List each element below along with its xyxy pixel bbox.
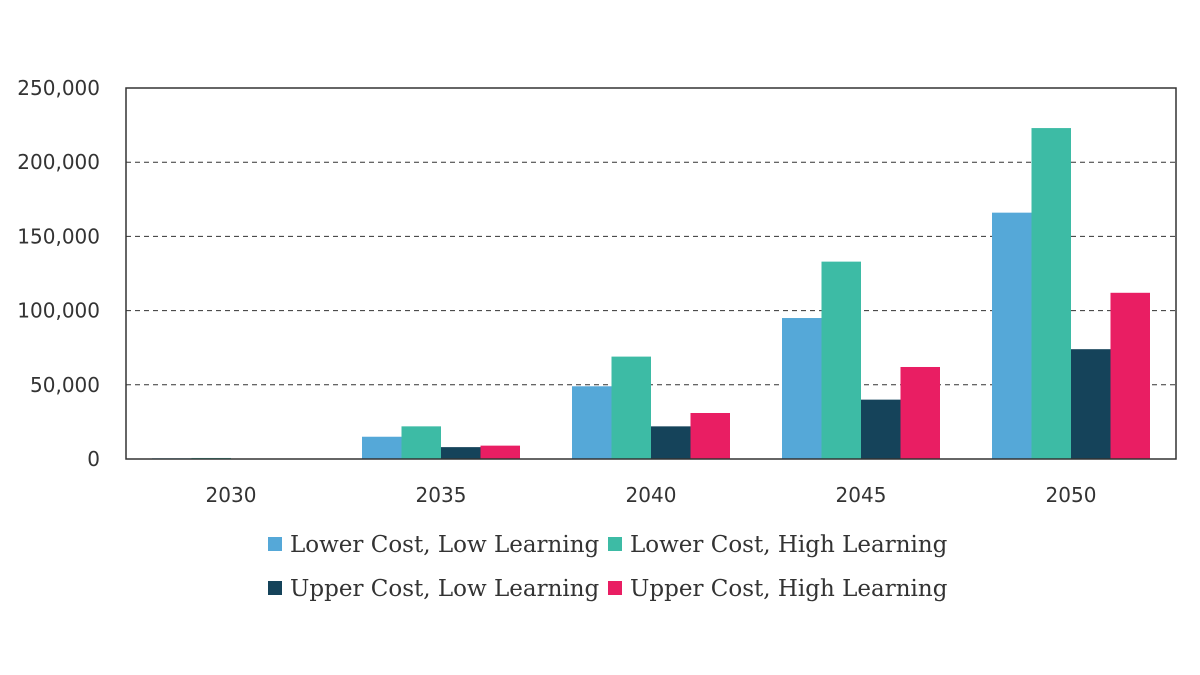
legend-swatch	[268, 537, 282, 551]
x-tick-label: 2040	[626, 483, 677, 507]
bar	[611, 356, 651, 459]
plot-frame	[125, 87, 1177, 460]
legend-swatch	[608, 581, 622, 595]
legend-label: Lower Cost, Low Learning	[290, 532, 600, 558]
legend-swatch	[268, 581, 282, 595]
bar	[480, 445, 520, 459]
legend-label: Upper Cost, Low Learning	[290, 576, 600, 602]
y-tick-label: 100,000	[17, 299, 100, 323]
x-tick-label: 2030	[206, 483, 257, 507]
bar	[900, 366, 940, 459]
bar	[401, 426, 441, 459]
legend-swatch	[608, 537, 622, 551]
x-tick-label: 2050	[1046, 483, 1097, 507]
x-tick-label: 2045	[836, 483, 887, 507]
x-tick-label: 2035	[416, 483, 467, 507]
bar	[441, 447, 481, 459]
y-tick-label: 200,000	[17, 150, 100, 174]
legend: Lower Cost, Low Learning Lower Cost, High…	[268, 532, 948, 602]
bar	[651, 426, 691, 459]
y-axis-ticks: 0 50,000 100,000 150,000 200,000 250,000	[17, 76, 100, 471]
y-tick-label: 50,000	[30, 373, 100, 397]
bar	[690, 412, 730, 459]
bar	[1031, 128, 1071, 459]
y-tick-label: 0	[87, 447, 100, 471]
x-axis-ticks: 2030 2035 2040 2045 2050	[206, 483, 1097, 507]
bar	[992, 212, 1032, 459]
y-tick-label: 150,000	[17, 224, 100, 248]
bar	[821, 261, 861, 459]
bar	[572, 386, 612, 459]
bar	[1071, 349, 1111, 459]
legend-label: Upper Cost, High Learning	[630, 576, 948, 602]
y-tick-label: 250,000	[17, 76, 100, 100]
legend-label: Lower Cost, High Learning	[630, 532, 948, 558]
bar	[861, 399, 901, 459]
bars	[152, 128, 1150, 459]
bar	[1110, 292, 1150, 459]
bar	[782, 318, 822, 459]
bar	[362, 436, 402, 459]
